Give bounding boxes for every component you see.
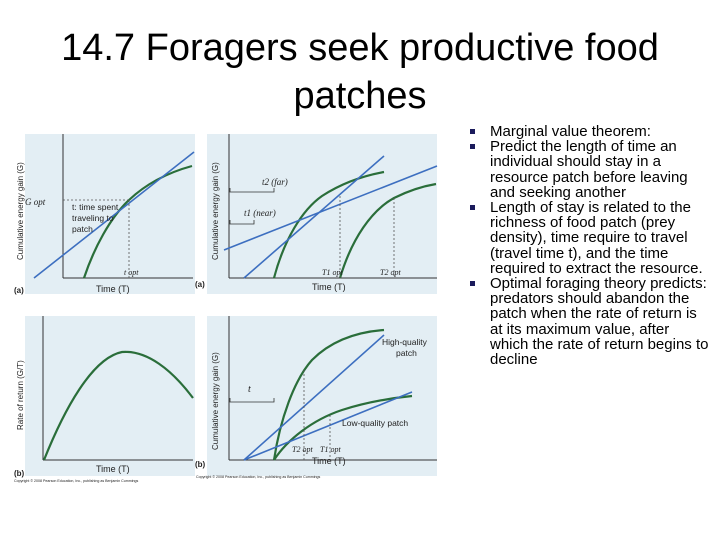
panel-c-far-curve xyxy=(338,182,437,279)
panel-b-xlabel: Time (T) xyxy=(96,464,130,474)
panel-d: t High-quality patch Low-quality patch T… xyxy=(195,316,437,469)
panel-d-ylabel: Cumulative energy gain (G) xyxy=(211,352,220,450)
panel-d-high-tangent xyxy=(243,334,385,461)
bullet-text: Marginal value theorem: xyxy=(490,123,651,140)
panel-d-high-label-1: High-quality xyxy=(382,337,428,347)
panel-d-low-tangent xyxy=(243,391,413,461)
panel-c-far-tangent xyxy=(223,165,438,251)
panel-d-bg xyxy=(207,316,437,476)
panel-d-low-label: Low-quality patch xyxy=(342,418,408,428)
bullet-item: Length of stay is related to the richnes… xyxy=(468,200,710,276)
panel-b-letter: (b) xyxy=(14,469,25,478)
panel-a-annotation-3: patch xyxy=(72,224,93,234)
credit-right: Copyright © 2008 Pearson Education, Inc.… xyxy=(196,475,321,479)
panel-a-gopt-label: G opt xyxy=(25,197,46,207)
panel-b-ylabel: Rate of return (G/T) xyxy=(16,360,25,430)
panel-d-t-bracket xyxy=(229,398,275,403)
panel-c-bg xyxy=(207,134,437,294)
panel-a-topt-label: t opt xyxy=(124,268,139,277)
panel-a-ylabel: Cumulative energy gain (G) xyxy=(16,162,25,260)
panel-d-low-curve xyxy=(273,394,413,461)
slide-title: 14.7 Foragers seek productive food patch… xyxy=(61,27,659,117)
panel-a-annotation-2: traveling to xyxy=(72,213,114,223)
bullet-item: Marginal value theorem: xyxy=(468,124,710,139)
panel-c-near-tangent xyxy=(243,155,385,279)
panel-a-tangent-line xyxy=(33,151,195,279)
panel-a-letter: (a) xyxy=(14,286,24,295)
panel-c-near-curve xyxy=(272,170,385,279)
panel-c-xlabel: Time (T) xyxy=(312,282,346,292)
panel-c-t2opt-label: T2 opt xyxy=(380,268,401,277)
panel-a: G opt t opt t: time spent traveling to p… xyxy=(14,134,195,295)
panel-d-high-label-2: patch xyxy=(396,348,417,358)
panel-b-bg xyxy=(25,316,195,476)
panel-c-t1opt-label: T1 opt xyxy=(322,268,343,277)
bullet-text: Length of stay is related to the richnes… xyxy=(490,199,703,277)
panel-d-xlabel: Time (T) xyxy=(312,456,346,466)
panel-c-letter: (a) xyxy=(195,280,205,289)
panel-b: Time (T) Rate of return (G/T) (b) xyxy=(14,316,194,478)
bullet-text: Optimal foraging theory predicts: predat… xyxy=(490,275,709,369)
panel-d-t1opt-label: T1 opt xyxy=(320,445,341,454)
bullet-item: Optimal foraging theory predicts: predat… xyxy=(468,276,710,367)
panel-b-rate-curve xyxy=(42,350,194,461)
panel-c-far-bracket xyxy=(229,188,275,193)
bullet-item: Predict the length of time an individual… xyxy=(468,139,710,200)
panel-c: t2 (far) t1 (near) T1 opt T2 opt Time (T… xyxy=(195,134,438,292)
panel-a-bg xyxy=(25,134,195,294)
panel-d-t2opt-label: T2 opt xyxy=(292,445,313,454)
panel-c-ylabel: Cumulative energy gain (G) xyxy=(211,162,220,260)
figure-svg: G opt t opt t: time spent traveling to p… xyxy=(14,134,438,483)
panel-d-t-label: t xyxy=(248,384,251,395)
panel-a-annotation-1: t: time spent xyxy=(72,202,119,212)
panel-a-xlabel: Time (T) xyxy=(96,284,130,294)
credit-left: Copyright © 2008 Pearson Education, Inc.… xyxy=(14,479,139,483)
panel-c-far-label: t2 (far) xyxy=(262,177,288,187)
bullet-list: Marginal value theorem: Predict the leng… xyxy=(468,124,710,367)
panel-c-near-label: t1 (near) xyxy=(244,208,276,218)
panel-c-near-bracket xyxy=(229,220,255,225)
bullet-text: Predict the length of time an individual… xyxy=(490,138,688,201)
bullet-square-icon xyxy=(470,281,475,287)
panel-d-letter: (b) xyxy=(195,460,206,469)
bullet-square-icon xyxy=(470,144,475,150)
bullet-square-icon xyxy=(470,205,475,211)
foraging-figure: G opt t opt t: time spent traveling to p… xyxy=(12,130,440,485)
bullet-square-icon xyxy=(470,129,475,134)
